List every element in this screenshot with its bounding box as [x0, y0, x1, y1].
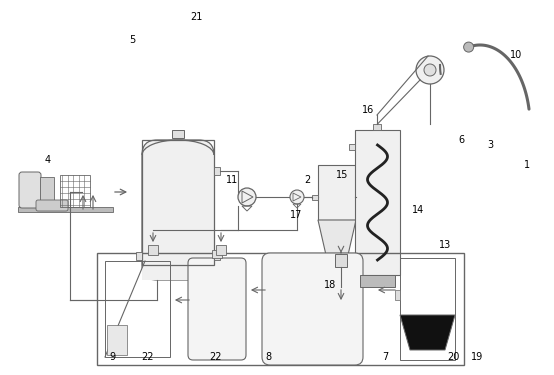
Text: 1: 1 [524, 160, 530, 170]
Bar [318, 165, 356, 220]
Bar [148, 245, 158, 255]
Polygon shape [318, 220, 356, 255]
FancyBboxPatch shape [188, 258, 246, 360]
Bar [97, 253, 464, 365]
Bar [136, 252, 142, 260]
Bar [18, 207, 113, 212]
Text: 4: 4 [45, 155, 51, 165]
Text: 20: 20 [447, 352, 459, 362]
Circle shape [238, 188, 256, 206]
Bar [360, 275, 395, 287]
Text: 14: 14 [412, 205, 424, 215]
Text: 15: 15 [336, 170, 348, 180]
Text: 9: 9 [109, 352, 115, 362]
Text: 7: 7 [382, 352, 388, 362]
Bar [400, 258, 455, 360]
FancyBboxPatch shape [19, 172, 41, 208]
Circle shape [464, 42, 474, 52]
Bar [335, 254, 347, 267]
Text: 2: 2 [304, 175, 310, 185]
Text: 16: 16 [362, 105, 374, 115]
Bar [312, 195, 318, 200]
Bar [355, 130, 400, 275]
Bar [214, 167, 220, 175]
Text: 22: 22 [142, 352, 154, 362]
Text: 8: 8 [265, 352, 271, 362]
Bar [142, 140, 214, 265]
Circle shape [416, 56, 444, 84]
Text: 13: 13 [439, 240, 451, 250]
Bar [105, 261, 170, 357]
FancyBboxPatch shape [142, 140, 214, 280]
Bar [395, 290, 400, 300]
FancyBboxPatch shape [262, 253, 363, 365]
Bar [142, 275, 214, 280]
Bar [142, 155, 214, 280]
Text: 19: 19 [471, 352, 483, 362]
Bar [40, 177, 54, 203]
Text: 5: 5 [129, 35, 135, 45]
Text: 11: 11 [226, 175, 238, 185]
Text: 3: 3 [487, 140, 493, 150]
Text: 22: 22 [210, 352, 222, 362]
Bar [212, 250, 222, 258]
Bar [172, 130, 184, 138]
Bar [216, 245, 226, 255]
Text: 10: 10 [510, 50, 522, 60]
FancyBboxPatch shape [36, 200, 68, 211]
Text: 17: 17 [290, 210, 302, 220]
Text: 21: 21 [190, 12, 202, 22]
Text: 6: 6 [458, 135, 464, 145]
Polygon shape [400, 315, 455, 350]
Bar [373, 124, 381, 130]
Circle shape [424, 64, 436, 76]
Bar [214, 252, 220, 260]
Bar [107, 325, 127, 355]
Circle shape [290, 190, 304, 204]
Bar [60, 175, 90, 207]
Text: 18: 18 [324, 280, 336, 290]
Bar [349, 144, 355, 150]
